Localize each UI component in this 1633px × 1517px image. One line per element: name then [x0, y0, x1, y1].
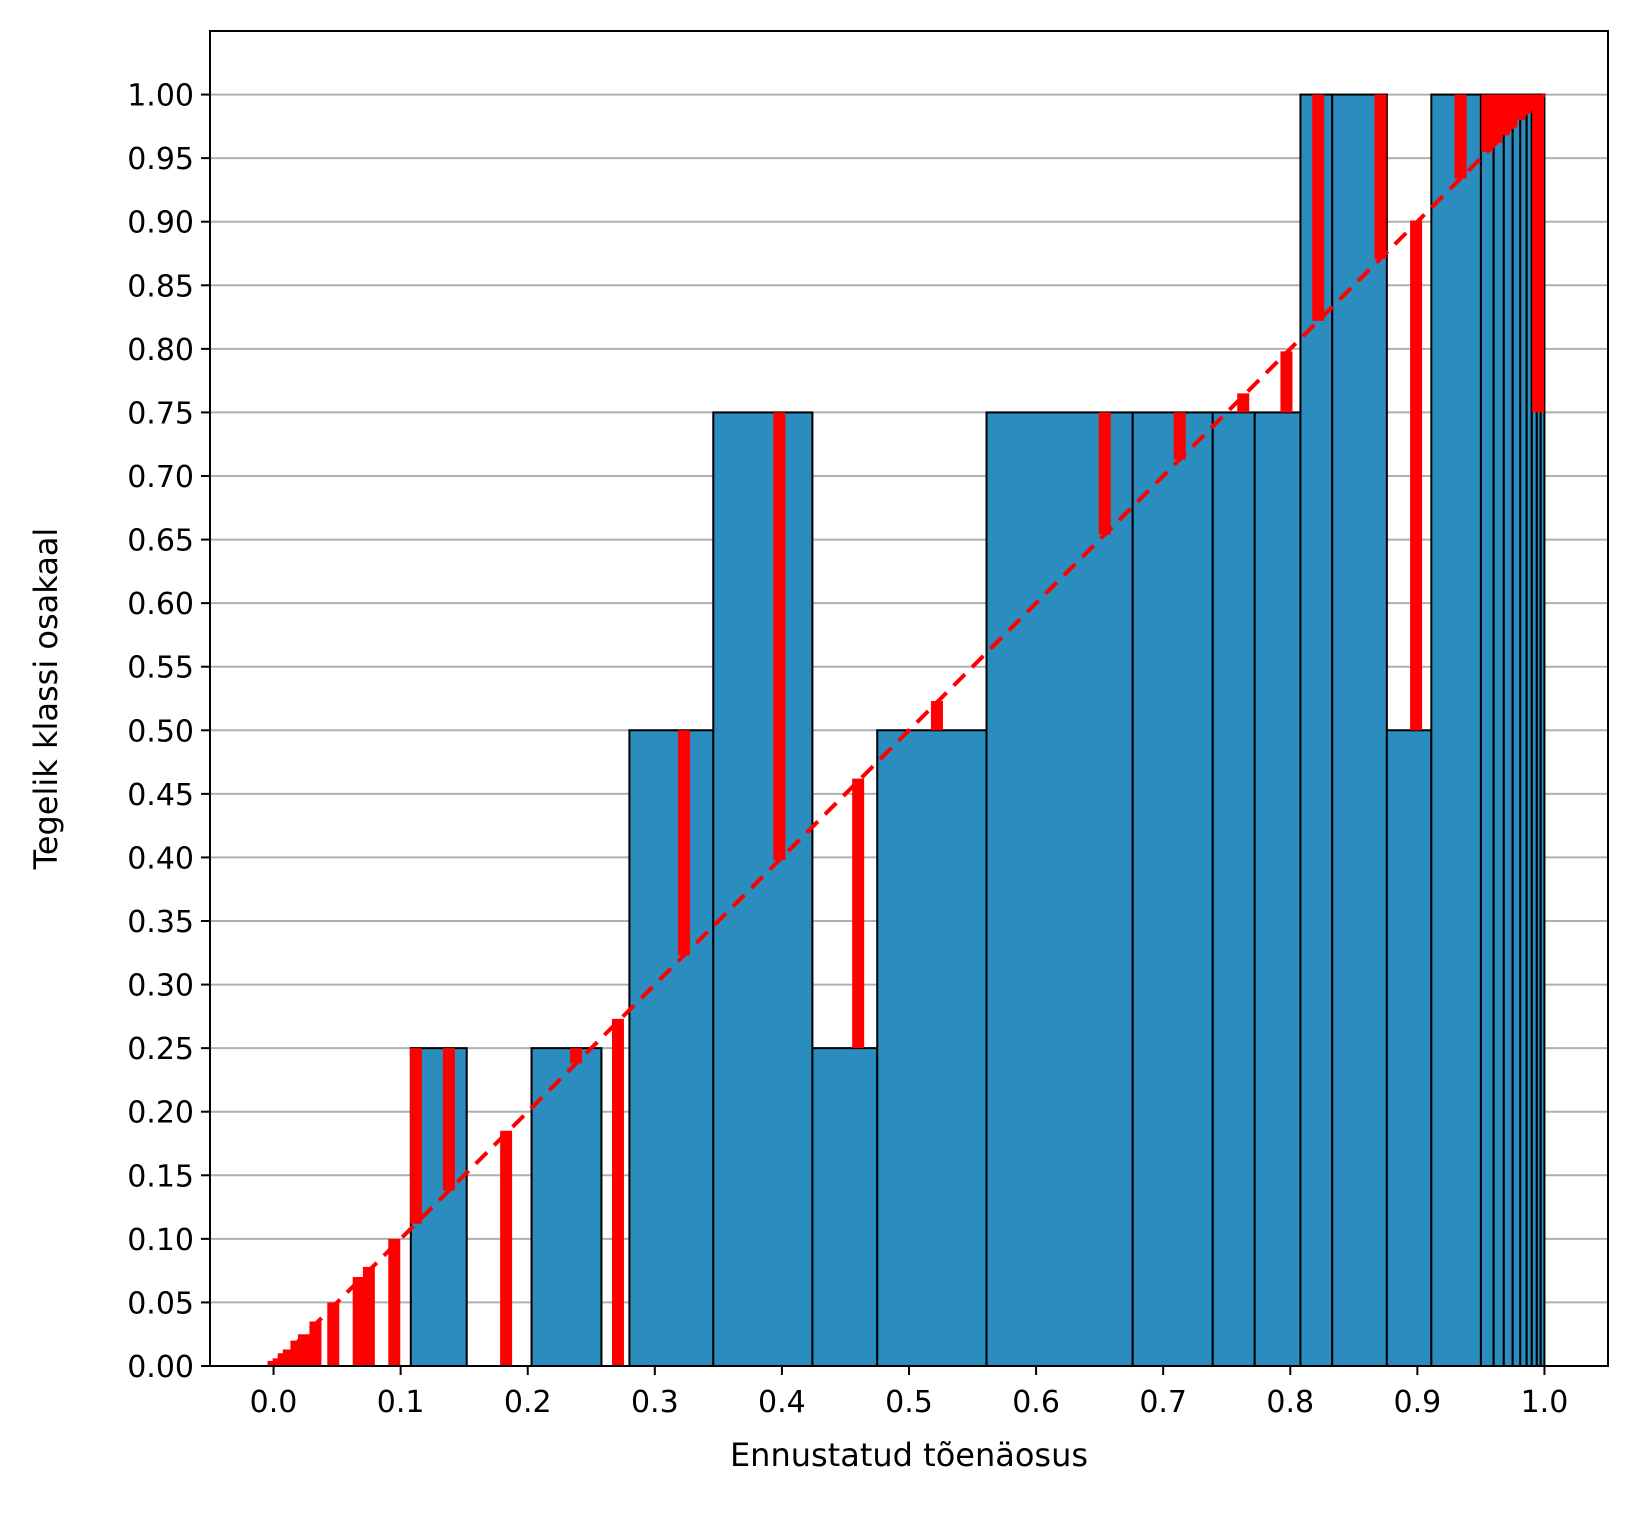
bar [1331, 93, 1388, 1368]
bar [530, 1047, 603, 1367]
bar [1492, 93, 1505, 1368]
y-tick-label: 0.80 [127, 333, 194, 368]
y-tick-label: 0.95 [127, 142, 194, 177]
y-tick-label: 0.40 [127, 841, 194, 876]
bar [1211, 411, 1256, 1367]
y-tick-label: 0.60 [127, 587, 194, 622]
y-tick-label: 0.75 [127, 396, 194, 431]
bar [811, 1047, 879, 1367]
x-tick-label: 0.1 [377, 1385, 425, 1420]
y-axis-ticks: 0.00 0.05 0.10 0.15 0.20 0.25 0.30 0.35 0.40 0.45… [127, 79, 210, 1385]
bar [628, 729, 715, 1367]
x-tick-label: 1.0 [1521, 1385, 1569, 1420]
y-tick-label: 0.25 [127, 1032, 194, 1067]
x-axis-ticks: 0.0 0.1 0.2 0.3 0.4 0.5 0.6 0.7 0.8 0.9 1.0 [250, 1366, 1569, 1420]
y-axis-label: Tegelik klassi osakaal [27, 528, 65, 871]
y-tick-label: 0.10 [127, 1223, 194, 1258]
y-tick-label: 0.70 [127, 460, 194, 495]
y-tick-label: 0.35 [127, 905, 194, 940]
x-axis-label: Ennustatud tõenäosus [730, 1436, 1088, 1474]
bars [409, 93, 1546, 1368]
y-tick-label: 0.65 [127, 524, 194, 559]
bar [1502, 93, 1514, 1368]
y-tick-label: 0.85 [127, 269, 194, 304]
y-tick-label: 0.50 [127, 714, 194, 749]
y-tick-label: 0.90 [127, 206, 194, 241]
x-tick-label: 0.4 [758, 1385, 806, 1420]
y-tick-label: 0.00 [127, 1350, 194, 1385]
x-tick-label: 0.9 [1394, 1385, 1442, 1420]
y-tick-label: 0.20 [127, 1096, 194, 1131]
reference-line-path [272, 93, 1546, 1368]
y-tick-label: 0.45 [127, 778, 194, 813]
reference-line [272, 93, 1546, 1368]
x-tick-label: 0.8 [1266, 1385, 1314, 1420]
bar [1511, 93, 1522, 1368]
x-tick-label: 0.6 [1012, 1385, 1060, 1420]
y-tick-label: 0.30 [127, 969, 194, 1004]
x-tick-label: 0.7 [1139, 1385, 1187, 1420]
x-tick-label: 0.0 [250, 1385, 298, 1420]
bar [712, 411, 814, 1367]
bar [1479, 93, 1495, 1368]
x-tick-label: 0.5 [885, 1385, 933, 1420]
bar [1430, 93, 1482, 1368]
bar [1253, 411, 1302, 1367]
bar [1131, 411, 1214, 1367]
x-tick-label: 0.3 [631, 1385, 679, 1420]
y-tick-label: 0.05 [127, 1286, 194, 1321]
bar [1385, 729, 1433, 1367]
bar [876, 729, 988, 1367]
error-segments [267, 94, 1545, 1366]
y-tick-label: 1.00 [127, 79, 194, 114]
x-tick-label: 0.2 [504, 1385, 552, 1420]
y-tick-label: 0.15 [127, 1159, 194, 1194]
y-tick-label: 0.55 [127, 651, 194, 686]
bar [985, 411, 1134, 1367]
